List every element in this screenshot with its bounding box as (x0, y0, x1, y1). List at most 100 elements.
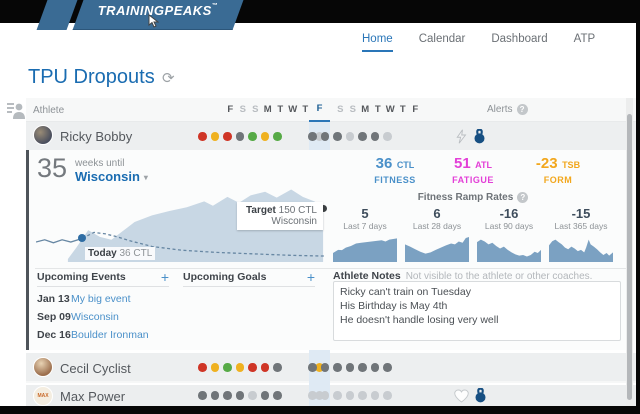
past-week-day-headers: F S S M T W T (224, 104, 312, 115)
alerts-label: Alerts (487, 104, 513, 115)
event-date: Dec 16 (37, 329, 71, 341)
nav-item-home[interactable]: Home (362, 33, 393, 52)
athlete-row-ricky[interactable]: Ricky Bobby (26, 122, 636, 150)
day-header[interactable]: M (263, 104, 272, 115)
event-item: Dec 16 Boulder Ironman (37, 329, 169, 341)
bottom-black-bar (0, 406, 640, 414)
nav-item-atp[interactable]: ATP (573, 33, 596, 45)
upcoming-events-title: Upcoming Events (37, 271, 126, 283)
table-header: Athlete F S S M T W T S S M T W T F Aler… (26, 98, 636, 122)
athlete-notes-header: Athlete Notes Not visible to the athlete … (333, 270, 592, 282)
lightning-alert-icon[interactable] (454, 129, 468, 144)
day-header[interactable]: S (252, 104, 259, 115)
status-dot-light (345, 132, 354, 141)
event-date: Jan 13 (37, 293, 70, 305)
heart-alert-icon[interactable] (454, 389, 469, 403)
ramp-sparkline-365d (549, 230, 613, 262)
today-chart-marker (78, 234, 86, 242)
status-dot-yellow (235, 363, 244, 372)
day-header[interactable]: F (227, 104, 234, 115)
status-dot-light (308, 391, 317, 400)
target-event-selector[interactable]: Wisconsin ▾ (75, 169, 148, 184)
trademark: ™ (211, 3, 219, 9)
day-header[interactable]: T (399, 104, 406, 115)
target-tooltip: Target 150 CTL Wisconsin (237, 202, 323, 230)
help-icon[interactable]: ? (517, 192, 529, 203)
alerts-cell (454, 388, 487, 403)
athlete-avatar: MAX (33, 386, 53, 406)
status-dot-light (358, 391, 367, 400)
today-day-header[interactable]: F (309, 98, 330, 122)
day-header[interactable]: W (288, 104, 298, 115)
status-dot-light (248, 391, 257, 400)
weeks-until-count: 35 (37, 153, 68, 183)
status-dot-dark (273, 391, 282, 400)
scrollbar-thumb[interactable] (627, 114, 632, 400)
add-goal-button[interactable]: + (306, 269, 315, 285)
day-header[interactable]: S (337, 104, 344, 115)
today-chart-label: Today 36 CTL (85, 247, 156, 260)
status-dot-dark (358, 132, 367, 141)
day-header[interactable]: T (277, 104, 284, 115)
day-header[interactable]: T (302, 104, 309, 115)
status-dot-dark (333, 132, 342, 141)
status-dot-dark (358, 363, 367, 372)
nav-item-calendar[interactable]: Calendar (418, 33, 466, 45)
status-dot-dark (308, 132, 317, 141)
event-link[interactable]: My big event (71, 293, 131, 305)
athlete-notes-title: Athlete Notes (333, 270, 401, 282)
ramp-rate-90d: -16 Last 90 days (484, 206, 534, 231)
day-header[interactable]: S (349, 104, 356, 115)
planned-dots-next (306, 132, 394, 141)
divider (35, 268, 631, 269)
refresh-icon[interactable]: ⟳ (162, 70, 175, 87)
athlete-name: Max Power (60, 389, 126, 404)
status-dot-light (333, 391, 342, 400)
athlete-row-cecil[interactable]: Cecil Cyclist (26, 353, 636, 383)
status-dot-yellow (260, 132, 269, 141)
form-stat: -23 TSB FORM (535, 155, 581, 185)
status-dot-dark (210, 391, 219, 400)
day-header[interactable]: S (239, 104, 246, 115)
athlete-notes-hint: Not visible to the athlete or other coac… (405, 271, 593, 282)
athlete-name: Ricky Bobby (60, 129, 133, 144)
athlete-notes-input[interactable]: Ricky can't train on Tuesday His Birthda… (333, 281, 621, 341)
status-dot-light (383, 391, 392, 400)
athlete-detail-panel: 35 weeks until Wisconsin ▾ Today 36 CTL T… (26, 150, 636, 350)
athlete-name: Cecil Cyclist (60, 361, 131, 376)
main-nav: Home Calendar Dashboard ATP (362, 33, 595, 52)
event-link[interactable]: Wisconsin (71, 311, 119, 323)
day-header[interactable]: W (385, 104, 395, 115)
status-dot-dark (320, 363, 329, 372)
status-dot-yellow (210, 132, 219, 141)
fatigue-stat: 51 ATL FATIGUE (452, 155, 494, 185)
event-item: Sep 09 Wisconsin (37, 311, 169, 323)
status-dot-gray (235, 132, 244, 141)
add-event-button[interactable]: + (160, 269, 169, 285)
mouse-cursor-icon (148, 13, 160, 33)
fitness-stat: 36 CTL FITNESS (374, 155, 416, 185)
status-dot-green (223, 363, 232, 372)
page: TRAININGPEAKS™ Home Calendar Dashboard A… (0, 0, 636, 406)
roster-icon[interactable] (6, 101, 26, 124)
status-dot-dark (320, 132, 329, 141)
event-link[interactable]: Boulder Ironman (71, 329, 149, 341)
alerts-cell (454, 129, 486, 144)
status-dot-green (248, 132, 257, 141)
status-dot-dark (198, 391, 207, 400)
status-dot-dark (345, 363, 354, 372)
today-dot (315, 363, 324, 372)
status-dot-dark (370, 132, 379, 141)
status-dot-yellow (210, 363, 219, 372)
day-header[interactable]: F (412, 104, 419, 115)
day-header[interactable]: M (361, 104, 370, 115)
day-header[interactable]: T (374, 104, 381, 115)
help-icon[interactable]: ? (516, 104, 528, 115)
status-dot-dark (370, 363, 379, 372)
weight-alert-icon[interactable] (474, 388, 487, 403)
weight-alert-icon[interactable] (473, 129, 486, 144)
trainingpeaks-logo[interactable]: TRAININGPEAKS™ (97, 3, 219, 18)
status-dot-light (370, 391, 379, 400)
nav-item-dashboard[interactable]: Dashboard (491, 33, 548, 45)
